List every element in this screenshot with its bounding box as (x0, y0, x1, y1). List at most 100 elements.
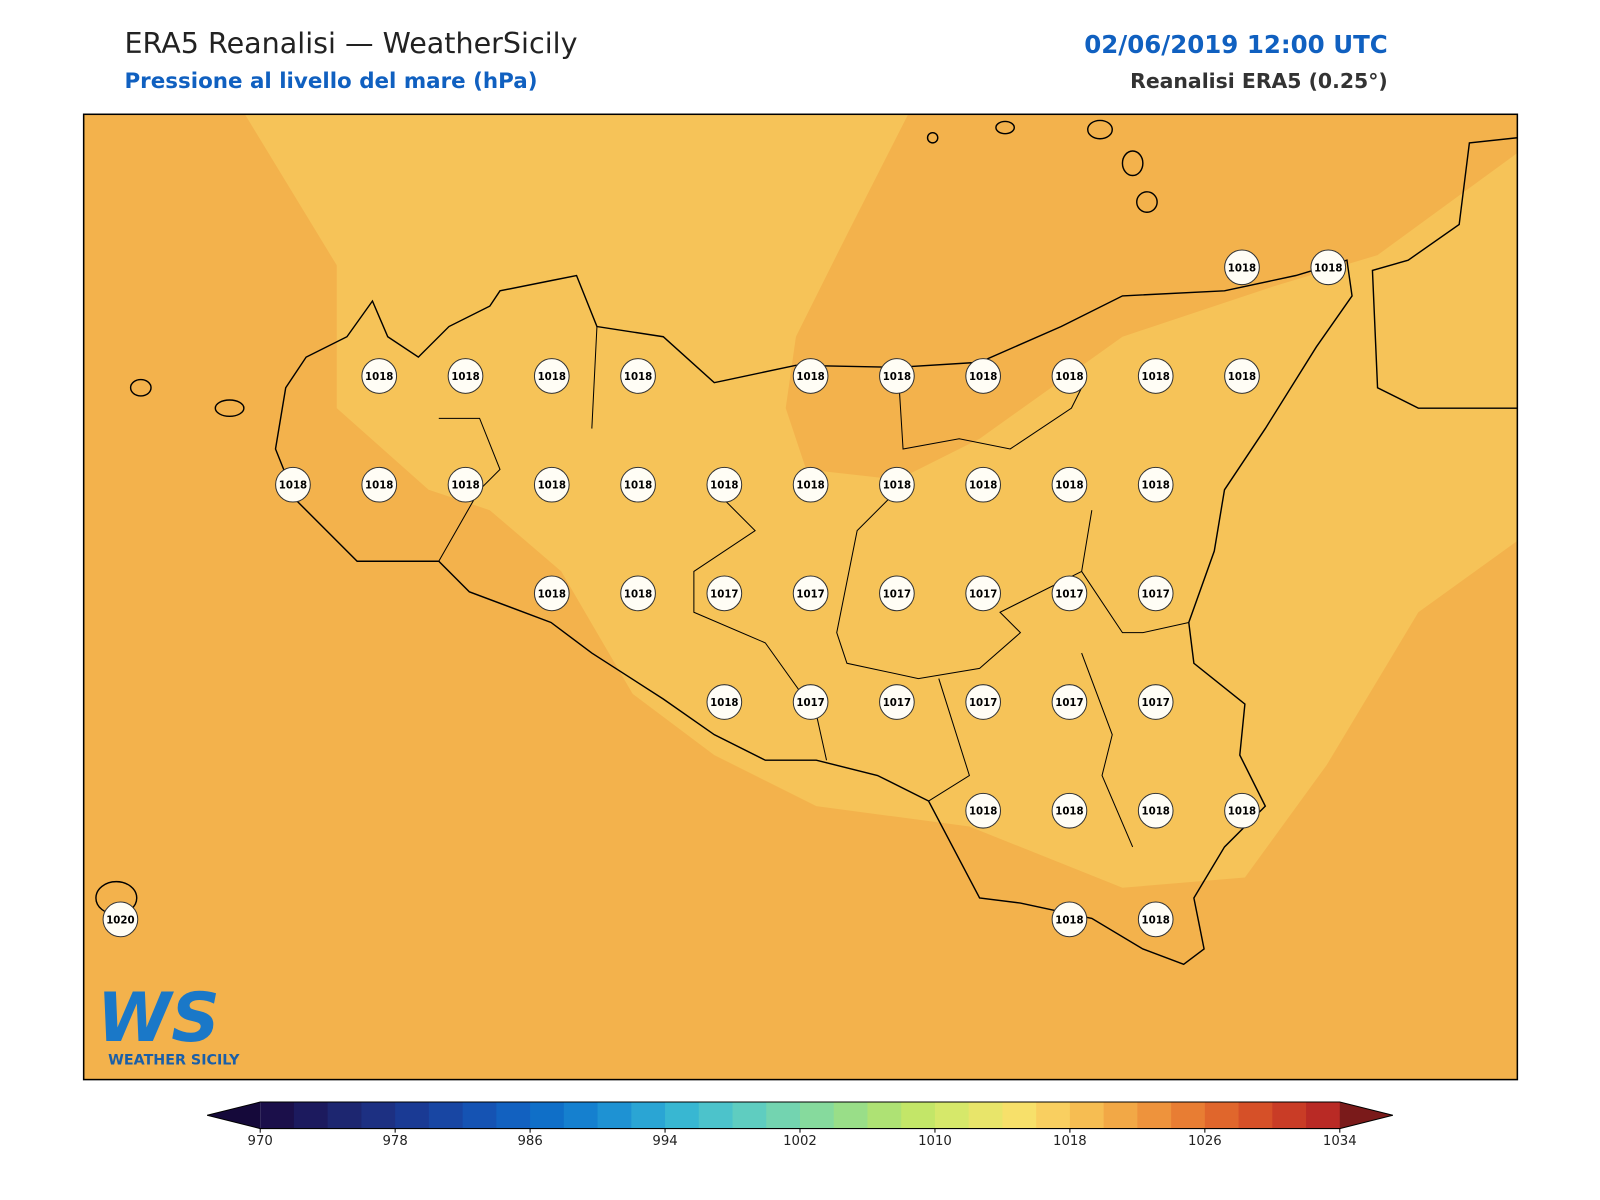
island (129, 378, 152, 397)
colorbar-box (698, 1102, 734, 1129)
station-value: 1020 (106, 915, 134, 926)
colorbar-box (901, 1102, 936, 1129)
station-marker (1051, 575, 1088, 612)
station-value: 1018 (969, 481, 997, 492)
station-value: 1018 (1055, 372, 1083, 383)
logo-mark: WS (97, 978, 220, 1057)
island (995, 120, 1015, 135)
station-value: 1018 (969, 372, 997, 383)
colorbar-box (395, 1102, 430, 1129)
colorbar-box (1238, 1102, 1273, 1129)
station-value: 1018 (624, 481, 652, 492)
station-value: 1018 (624, 589, 652, 600)
colorbar-box (631, 1102, 666, 1129)
station-marker (792, 575, 829, 612)
station-marker (1051, 684, 1088, 720)
station-marker (1137, 792, 1174, 829)
station-marker (1224, 249, 1260, 286)
colorbar-box (530, 1102, 565, 1129)
colorbar-box (428, 1102, 464, 1129)
colorbar-tick-label: 1010 (918, 1134, 952, 1149)
station-marker (1224, 358, 1260, 394)
station-value: 1018 (1142, 807, 1170, 818)
station-marker (879, 684, 915, 720)
station-marker (706, 466, 743, 503)
colorbar-tick-label: 1026 (1188, 1134, 1222, 1149)
station-value: 1017 (1142, 698, 1170, 709)
colorbar-box (496, 1102, 531, 1129)
station-value: 1018 (624, 372, 652, 383)
station-value: 1018 (538, 589, 566, 600)
colorbar-tick-label: 986 (517, 1134, 542, 1149)
colorbar-box (732, 1102, 767, 1129)
title: ERA5 Reanalisi — WeatherSicily (124, 26, 577, 60)
station-marker (965, 466, 1002, 503)
station-marker (275, 466, 311, 503)
colorbar-tick-label: 1034 (1323, 1134, 1357, 1149)
station-marker (879, 358, 915, 394)
island (214, 399, 245, 418)
colorbar-tick-label: 1002 (783, 1134, 817, 1149)
station-value: 1017 (1055, 698, 1083, 709)
station-marker (1051, 792, 1088, 829)
colorbar-box (1272, 1102, 1307, 1129)
colorbar: 970 978 986 994 1002 1010 1018 1026 1034 (207, 1101, 1393, 1149)
colorbar-box (833, 1102, 868, 1129)
colorbar-box (1103, 1102, 1138, 1129)
station-value: 1017 (1142, 589, 1170, 600)
station-value: 1018 (1142, 372, 1170, 383)
colorbar-tick-label: 994 (652, 1134, 677, 1149)
station-value: 1018 (1314, 263, 1342, 274)
colorbar-tick-label: 978 (383, 1134, 408, 1149)
station-marker (361, 358, 398, 394)
subtitle: Pressione al livello del mare (hPa) (124, 69, 537, 94)
station-marker (447, 358, 484, 394)
colorbar-box (800, 1102, 835, 1129)
station-marker (620, 466, 656, 503)
colorbar-box (968, 1102, 1003, 1129)
colorbar-box (1204, 1102, 1240, 1129)
colorbar-box (1036, 1102, 1071, 1129)
colorbar-box (665, 1102, 700, 1129)
station-marker (965, 358, 1002, 394)
station-value: 1018 (710, 481, 738, 492)
island (926, 131, 939, 144)
station-marker (1051, 901, 1088, 938)
station-marker (879, 575, 915, 612)
map-frame (82, 113, 1519, 1081)
island (1136, 191, 1158, 213)
station-marker (965, 792, 1002, 829)
station-marker (533, 358, 570, 394)
station-value: 1018 (969, 807, 997, 818)
station-marker (1137, 358, 1174, 394)
station-value: 1018 (1055, 915, 1083, 926)
station-value: 1017 (710, 589, 738, 600)
sicily-coast (274, 259, 1353, 966)
colorbar-box (867, 1102, 902, 1129)
colorbar-box (934, 1102, 970, 1129)
colorbar-box (1002, 1102, 1037, 1129)
pressure-band (244, 114, 1518, 888)
station-marker (1051, 358, 1088, 394)
colorbar-tick-label: 1018 (1053, 1134, 1087, 1149)
station-marker (361, 466, 398, 503)
station-value: 1018 (538, 481, 566, 492)
map: 1018 1018 1018 1018 1018 1018 1018 1018 1018 1018… (83, 114, 1518, 1080)
source: Reanalisi ERA5 (0.25°) (1130, 69, 1388, 93)
station-marker (879, 466, 915, 503)
calabria-coast (1371, 137, 1518, 409)
station-value: 1018 (451, 372, 479, 383)
station-value: 1018 (451, 481, 479, 492)
station-value: 1018 (365, 372, 393, 383)
station-marker (447, 466, 484, 503)
station-value: 1018 (1228, 807, 1256, 818)
station-value: 1018 (365, 481, 393, 492)
colorbar-box (260, 1102, 295, 1129)
station-value: 1017 (883, 589, 911, 600)
station-value: 1018 (796, 372, 824, 383)
datetime: 02/06/2019 12:00 UTC (1084, 30, 1388, 59)
colorbar-box (462, 1102, 497, 1129)
province-borders (438, 326, 1189, 848)
station-value: 1017 (883, 698, 911, 709)
